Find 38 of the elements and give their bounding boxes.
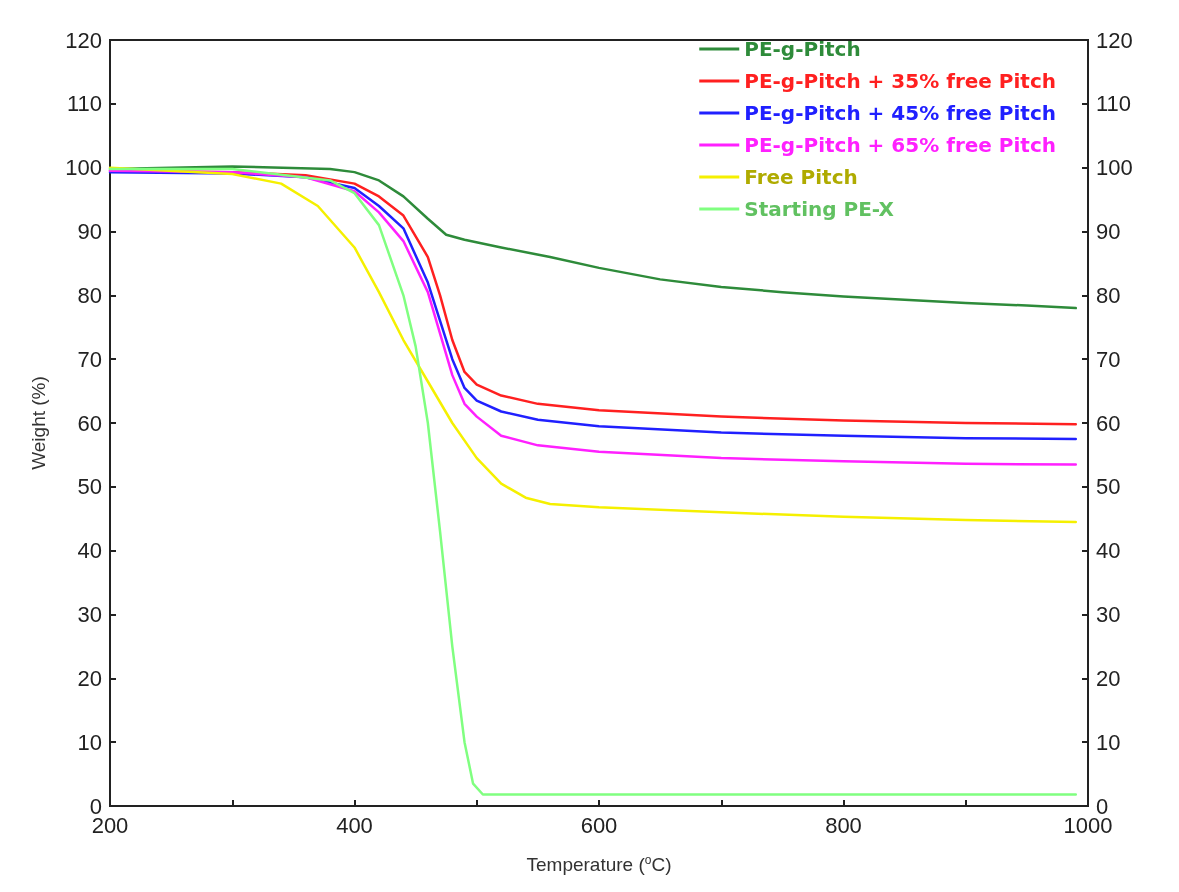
- y2-tick-label: 80: [1096, 282, 1121, 308]
- y-tick-label: 10: [77, 729, 102, 755]
- y-tick-label: 50: [77, 474, 102, 500]
- legend-label: Starting PE-X: [744, 197, 895, 221]
- line-series: [108, 166, 1078, 524]
- x-tick-label: 800: [825, 812, 862, 838]
- y2-tick-label: 0: [1096, 793, 1109, 819]
- y2-tick-label: 30: [1096, 602, 1121, 627]
- x-tick-label: 600: [580, 812, 618, 838]
- y2-tick-label: 50: [1096, 474, 1121, 500]
- y-tick-label: 40: [77, 538, 102, 564]
- y2-tick-label: 120: [1096, 27, 1133, 53]
- y-tick-label: 20: [77, 665, 102, 691]
- legend-label: PE-g-Pitch + 65% free Pitch: [744, 133, 1056, 157]
- y-tick-label: 0: [89, 793, 102, 819]
- y-tick-label: 30: [77, 602, 102, 627]
- y2-tick-label: 20: [1096, 665, 1121, 691]
- y-tick-label: 70: [77, 346, 102, 372]
- y2-tick-label: 90: [1096, 219, 1121, 244]
- y-tick-label: 110: [66, 91, 102, 117]
- legend-label: PE-g-Pitch + 35% free Pitch: [744, 69, 1056, 93]
- y2-tick-label: 40: [1096, 538, 1121, 564]
- y2-tick-label: 10: [1096, 729, 1121, 755]
- y2-tick-label: 100: [1096, 155, 1133, 181]
- legend-label: Free Pitch: [744, 165, 858, 189]
- y-tick-label: 120: [65, 27, 102, 53]
- y2-tick-label: 60: [1096, 410, 1121, 436]
- x-tick-label: 400: [336, 812, 373, 838]
- y2-tick-label: 70: [1096, 346, 1121, 372]
- y2-tick-label: 110: [1096, 91, 1132, 117]
- y-tick-label: 100: [65, 155, 102, 181]
- legend-label: PE-g-Pitch: [744, 37, 861, 61]
- y-axis-title: Weight (%): [28, 376, 49, 470]
- y-tick-label: 60: [77, 410, 102, 436]
- line-series: [108, 167, 1078, 796]
- y-tick-label: 90: [77, 219, 102, 244]
- y-tick-label: 80: [77, 282, 102, 308]
- legend-label: PE-g-Pitch + 45% free Pitch: [744, 101, 1056, 125]
